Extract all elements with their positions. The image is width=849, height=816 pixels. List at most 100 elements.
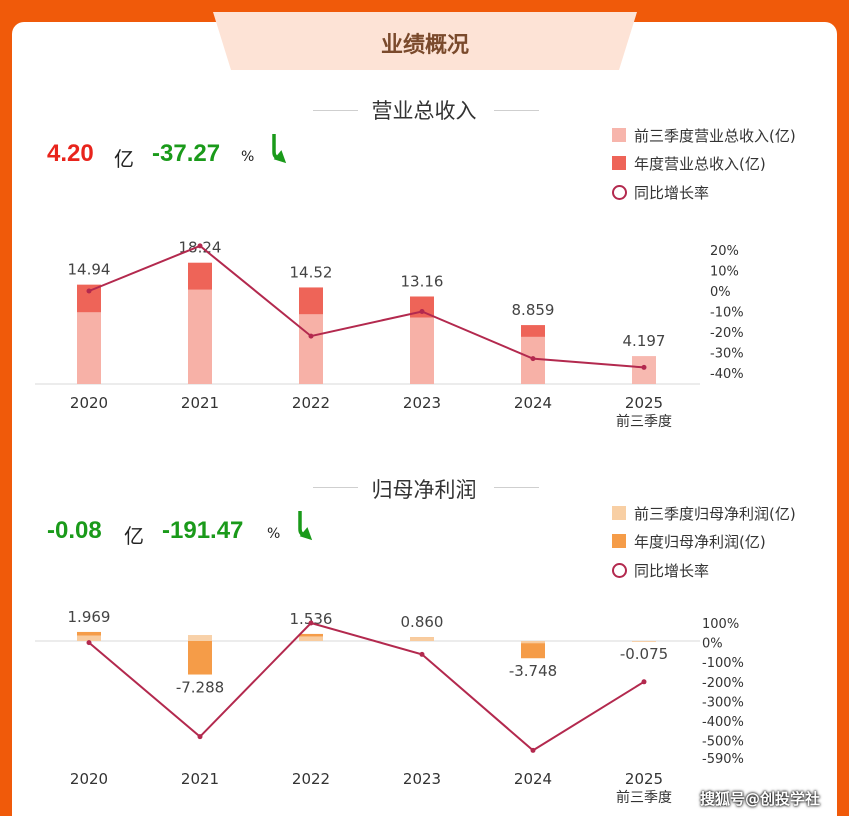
y2-tick-label: 10% <box>710 265 739 280</box>
growth-line <box>88 621 645 752</box>
y2-tick-label: -400% <box>702 715 744 730</box>
y2-tick-label: -200% <box>702 676 744 691</box>
legend-marker <box>612 562 627 578</box>
data-label: 13.16 <box>401 272 444 290</box>
data-label: 4.197 <box>623 332 666 350</box>
growth-line <box>88 244 645 369</box>
profit-kpi-unit: 亿 <box>124 524 144 548</box>
legend-swatch <box>612 534 626 548</box>
data-label: -3.748 <box>509 662 557 680</box>
bar-annual <box>188 641 212 675</box>
y2-tick-label: -500% <box>702 735 744 750</box>
legend-label: 同比增长率 <box>634 183 710 202</box>
bar-q3 <box>77 635 101 641</box>
header-tab-shape <box>213 12 637 70</box>
growth-point <box>197 243 203 249</box>
x-tick-label: 2022 <box>292 394 330 412</box>
bar-q3 <box>77 312 101 384</box>
bar-q3 <box>632 641 656 642</box>
bar-q3 <box>299 636 323 641</box>
x-tick-sublabel: 前三季度 <box>616 789 672 806</box>
x-tick-label: 2021 <box>181 770 219 788</box>
growth-point <box>86 288 92 294</box>
growth-point <box>641 679 647 685</box>
growth-point <box>86 640 92 646</box>
legend-label: 前三季度营业总收入(亿) <box>634 126 796 145</box>
y2-tick-label: 20% <box>710 244 739 259</box>
legend-profit-growth: 同比增长率 <box>612 560 709 580</box>
x-tick-label: 2025 <box>625 394 663 412</box>
growth-point <box>641 364 647 370</box>
x-tick-label: 2025 <box>625 770 663 788</box>
revenue-kpi-unit: 亿 <box>114 147 134 171</box>
growth-point <box>197 734 203 740</box>
y2-tick-label: -10% <box>710 306 744 321</box>
title-rule-left <box>313 110 358 111</box>
legend-swatch <box>612 128 626 142</box>
header-tab: 业绩概况 <box>213 12 637 70</box>
x-tick-label: 2023 <box>403 770 441 788</box>
data-label: 1.969 <box>68 608 111 626</box>
legend-revenue-annual: 年度营业总收入(亿) <box>612 153 766 173</box>
profit-kpi-change-unit: % <box>267 526 281 542</box>
data-label: -7.288 <box>176 679 224 697</box>
y2-tick-label: -590% <box>702 752 744 767</box>
revenue-kpi-value: 4.20 <box>47 140 94 167</box>
legend-profit-q3: 前三季度归母净利润(亿) <box>612 503 796 523</box>
legend-revenue-q3: 前三季度营业总收入(亿) <box>612 125 796 145</box>
growth-point <box>530 356 536 362</box>
bar-q3 <box>632 356 656 384</box>
legend-label: 年度营业总收入(亿) <box>634 154 766 173</box>
content-panel <box>12 22 837 816</box>
legend-profit-annual: 年度归母净利润(亿) <box>612 531 766 551</box>
watermark: 搜狐号@创投学社 <box>700 790 821 808</box>
data-label: 8.859 <box>512 301 555 319</box>
legend-label: 前三季度归母净利润(亿) <box>634 504 796 523</box>
profit-section-title: 归母净利润 <box>371 478 477 502</box>
revenue-kpi-change-unit: % <box>241 149 255 165</box>
y2-tick-label: -30% <box>710 347 744 362</box>
legend-swatch <box>612 506 626 520</box>
y2-tick-label: -300% <box>702 695 744 710</box>
y2-tick-label: 0% <box>702 637 723 652</box>
data-label: 14.52 <box>290 263 333 281</box>
title-rule-right <box>494 110 539 111</box>
title-rule-right <box>494 487 539 488</box>
growth-point <box>308 333 314 339</box>
data-label: 1.536 <box>290 610 333 628</box>
x-tick-label: 2020 <box>70 394 108 412</box>
data-label: 14.94 <box>68 261 111 279</box>
growth-point <box>308 620 314 626</box>
down-arrow-icon <box>298 511 313 541</box>
down-arrow-icon <box>272 134 287 164</box>
x-tick-label: 2024 <box>514 770 552 788</box>
y2-tick-label: 0% <box>710 285 731 300</box>
growth-point <box>419 309 425 314</box>
title-rule-left <box>313 487 358 488</box>
data-label: 0.860 <box>401 613 444 631</box>
growth-point <box>419 651 425 657</box>
legend-label: 同比增长率 <box>634 561 710 580</box>
bar-q3 <box>188 289 212 384</box>
profit-kpi-change: -191.47 <box>162 517 244 544</box>
x-tick-label: 2023 <box>403 394 441 412</box>
revenue-kpi-change: -37.27 <box>152 140 221 167</box>
y2-tick-label: -100% <box>702 656 744 671</box>
x-tick-label: 2022 <box>292 770 330 788</box>
legend-label: 年度归母净利润(亿) <box>634 532 766 551</box>
x-tick-label: 2024 <box>514 394 552 412</box>
revenue-section-title: 营业总收入 <box>371 99 477 123</box>
growth-point <box>530 747 536 753</box>
y2-tick-label: -20% <box>710 326 744 341</box>
data-label: -0.075 <box>620 645 668 663</box>
y2-tick-label: 100% <box>702 617 739 632</box>
legend-revenue-growth: 同比增长率 <box>612 182 709 202</box>
bar-annual <box>521 641 545 659</box>
bar-q3 <box>299 314 323 384</box>
bar-q3 <box>188 635 212 641</box>
bar-q3 <box>410 317 434 384</box>
legend-marker <box>612 184 627 200</box>
x-tick-label: 2021 <box>181 394 219 412</box>
